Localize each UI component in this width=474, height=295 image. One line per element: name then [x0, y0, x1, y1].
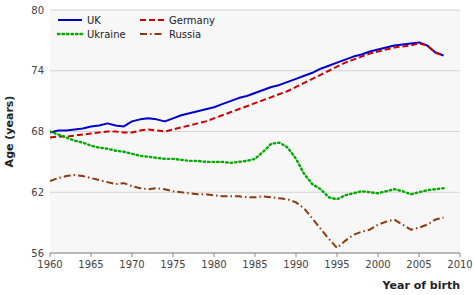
x-tick: [91, 253, 92, 257]
legend-label: UK: [87, 15, 101, 26]
legend-label: Ukraine: [87, 29, 126, 40]
legend-swatch: [58, 33, 82, 35]
x-tick: [460, 253, 461, 257]
x-tick: [132, 253, 133, 257]
x-tick: [214, 253, 215, 257]
x-tick: [337, 253, 338, 257]
legend-label: Germany: [169, 15, 215, 26]
grid-line: [50, 70, 460, 71]
legend-label: Russia: [169, 29, 201, 40]
x-tick: [296, 253, 297, 257]
y-tick-label: 74: [31, 65, 44, 76]
chart: 56 62 68 74 80 1960 1965 1970 1975 1980 1985 1990 19…: [0, 0, 474, 295]
x-tick-label: 1985: [242, 259, 267, 270]
series-line: [50, 42, 444, 132]
x-tick-label: 1990: [283, 259, 308, 270]
series-line: [50, 132, 444, 200]
x-tick-label: 2010: [447, 259, 472, 270]
y-tick-label: 68: [31, 126, 44, 137]
series-line: [50, 43, 444, 137]
x-tick-label: 1960: [37, 259, 62, 270]
legend-swatch: [58, 19, 82, 21]
grid-line: [50, 131, 460, 132]
x-tick-label: 2000: [365, 259, 390, 270]
x-tick: [378, 253, 379, 257]
grid-line: [50, 10, 460, 11]
lines: [50, 42, 444, 248]
legend-swatch: [140, 19, 164, 21]
x-tick: [255, 253, 256, 257]
y-tick-label: 62: [31, 187, 44, 198]
y-tick-label: 80: [31, 5, 44, 16]
x-tick: [173, 253, 174, 257]
x-tick-label: 1995: [324, 259, 349, 270]
plot-area: [50, 10, 460, 253]
x-tick-label: 1980: [201, 259, 226, 270]
legend: UK Ukraine Germany Russia: [58, 15, 215, 40]
y-axis-label: Age (years): [3, 96, 16, 168]
grid-line: [50, 192, 460, 193]
x-tick-label: 1965: [78, 259, 103, 270]
legend-swatch: [140, 33, 164, 35]
x-tick: [419, 253, 420, 257]
x-tick-label: 2005: [406, 259, 431, 270]
x-tick: [50, 253, 51, 257]
x-tick-label: 1975: [160, 259, 185, 270]
x-axis-label: Year of birth: [382, 279, 460, 292]
y-tick-label: 56: [31, 248, 44, 259]
x-tick-label: 1970: [119, 259, 144, 270]
series-line: [50, 175, 444, 248]
